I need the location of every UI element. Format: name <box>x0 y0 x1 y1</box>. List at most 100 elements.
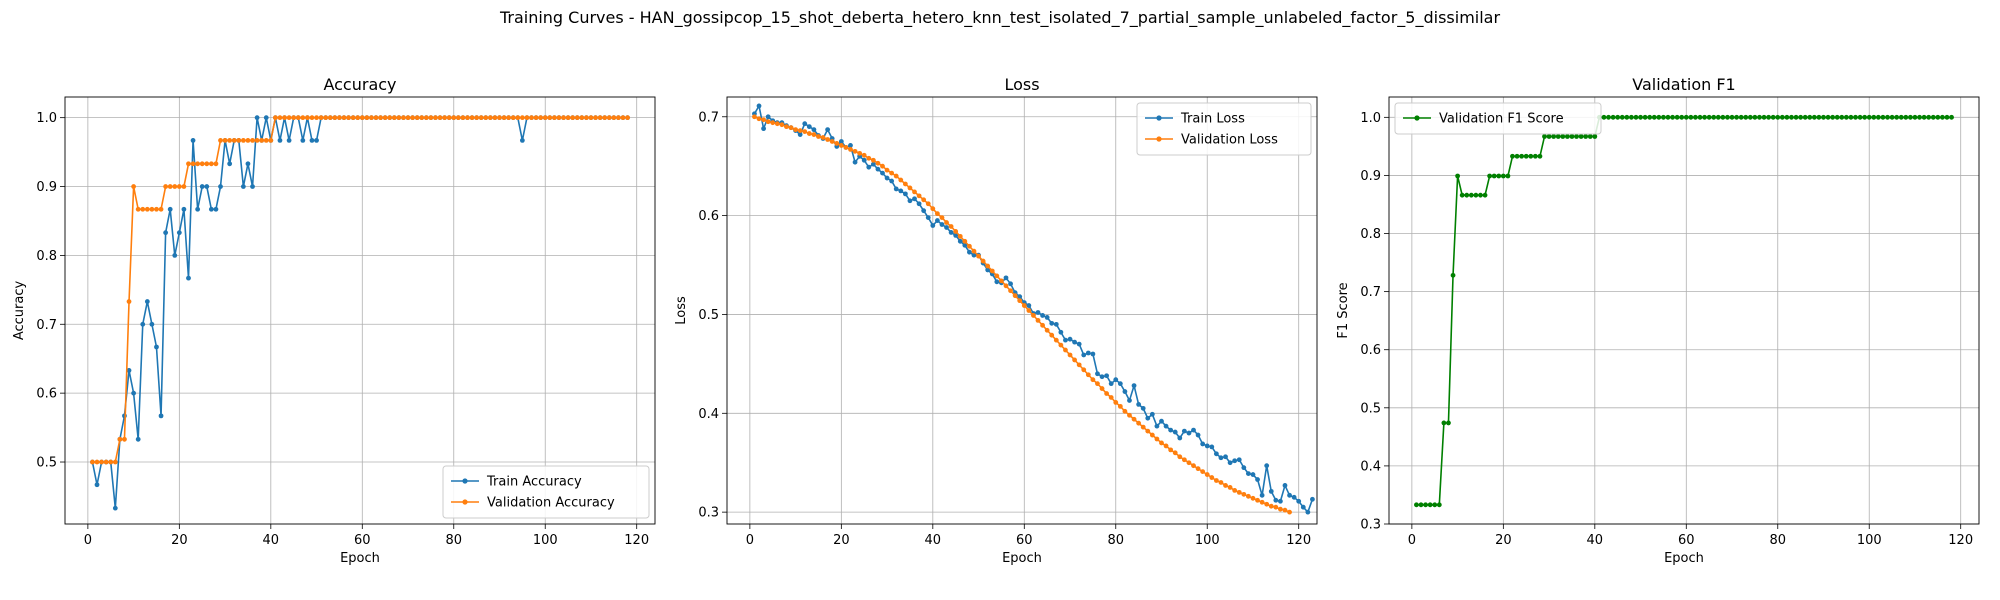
data-point <box>135 206 141 212</box>
legend-marker <box>1156 136 1162 142</box>
data-point <box>620 115 626 121</box>
data-point <box>1651 114 1657 120</box>
data-point <box>1287 509 1292 515</box>
data-point <box>478 115 484 121</box>
data-point <box>346 115 351 121</box>
data-point <box>300 115 306 121</box>
data-point <box>446 115 452 121</box>
series-line <box>754 116 1290 513</box>
data-point <box>838 143 844 148</box>
data-point <box>433 115 438 121</box>
data-point <box>506 115 512 121</box>
data-point <box>1455 173 1461 179</box>
data-point <box>1683 114 1689 120</box>
data-point <box>492 115 498 121</box>
data-point <box>948 224 954 229</box>
data-point <box>149 321 155 327</box>
data-point <box>1436 502 1442 508</box>
data-point <box>186 275 191 281</box>
data-point <box>1519 153 1525 159</box>
data-point <box>1273 504 1279 510</box>
data-point <box>1930 114 1936 120</box>
legend-marker <box>462 499 468 505</box>
y-tick-label: 0.3 <box>698 506 719 521</box>
data-point <box>1163 443 1169 449</box>
data-point <box>254 115 260 121</box>
data-point <box>1195 466 1201 472</box>
data-point <box>1264 463 1270 469</box>
data-point <box>1473 192 1479 198</box>
data-point <box>1606 114 1611 120</box>
data-point <box>1186 460 1192 466</box>
data-point <box>1427 502 1433 508</box>
y-tick-label: 0.9 <box>36 180 57 195</box>
data-point <box>962 238 968 244</box>
data-point <box>227 161 233 167</box>
data-point <box>204 161 210 167</box>
data-point <box>898 177 904 183</box>
x-axis-label: Epoch <box>340 551 380 566</box>
data-point <box>1615 114 1621 120</box>
data-point <box>602 115 608 121</box>
data-point <box>1122 389 1128 394</box>
data-point <box>1715 114 1721 120</box>
series-validation-f1-score <box>1414 114 1954 508</box>
data-point <box>925 215 931 220</box>
data-point <box>944 225 949 230</box>
data-point <box>907 185 913 191</box>
data-point <box>761 126 766 132</box>
data-point <box>884 167 890 173</box>
data-point <box>1200 469 1206 475</box>
data-point <box>784 124 789 130</box>
data-point <box>1104 373 1110 379</box>
data-point <box>1227 485 1233 490</box>
data-point <box>606 115 612 121</box>
data-point <box>756 116 762 122</box>
data-point <box>369 115 374 121</box>
data-point <box>1802 114 1808 120</box>
legend-label: Train Loss <box>1180 112 1245 127</box>
plot-frame <box>64 96 656 525</box>
data-point <box>245 137 251 143</box>
data-point <box>1218 455 1224 461</box>
data-point <box>967 249 972 255</box>
data-point <box>469 115 475 121</box>
data-point <box>1145 415 1151 421</box>
data-point <box>1172 450 1178 456</box>
data-point <box>1610 114 1616 120</box>
data-point <box>1560 134 1566 139</box>
x-tick-label: 60 <box>1016 533 1033 548</box>
data-point <box>1145 428 1151 434</box>
data-point <box>405 115 411 121</box>
data-point <box>190 161 196 167</box>
data-point <box>1291 494 1297 500</box>
data-point <box>314 115 319 121</box>
data-point <box>163 184 169 189</box>
data-point <box>1743 114 1749 120</box>
data-point <box>378 115 383 121</box>
data-point <box>1172 429 1178 435</box>
data-point <box>282 115 287 121</box>
data-point <box>916 201 922 207</box>
data-point <box>309 137 315 143</box>
figure-suptitle: Training Curves - HAN_gossipcop_15_shot_… <box>499 8 1501 27</box>
data-point <box>870 161 876 167</box>
data-point <box>263 137 269 143</box>
data-point <box>1459 192 1465 198</box>
data-point <box>1090 351 1096 357</box>
y-tick-label: 0.8 <box>1360 227 1381 242</box>
data-point <box>916 193 922 199</box>
data-point <box>382 115 388 121</box>
legend: Train Loss Validation Loss <box>1136 102 1312 156</box>
data-point <box>1122 408 1128 414</box>
data-point <box>921 197 927 203</box>
data-point <box>1583 134 1589 139</box>
data-point <box>1542 134 1547 139</box>
data-point <box>1638 114 1643 120</box>
data-point <box>1642 114 1648 120</box>
data-point <box>1063 337 1068 343</box>
data-point <box>272 115 278 121</box>
data-point <box>181 184 187 189</box>
data-point <box>286 115 292 121</box>
legend-marker <box>462 478 468 484</box>
